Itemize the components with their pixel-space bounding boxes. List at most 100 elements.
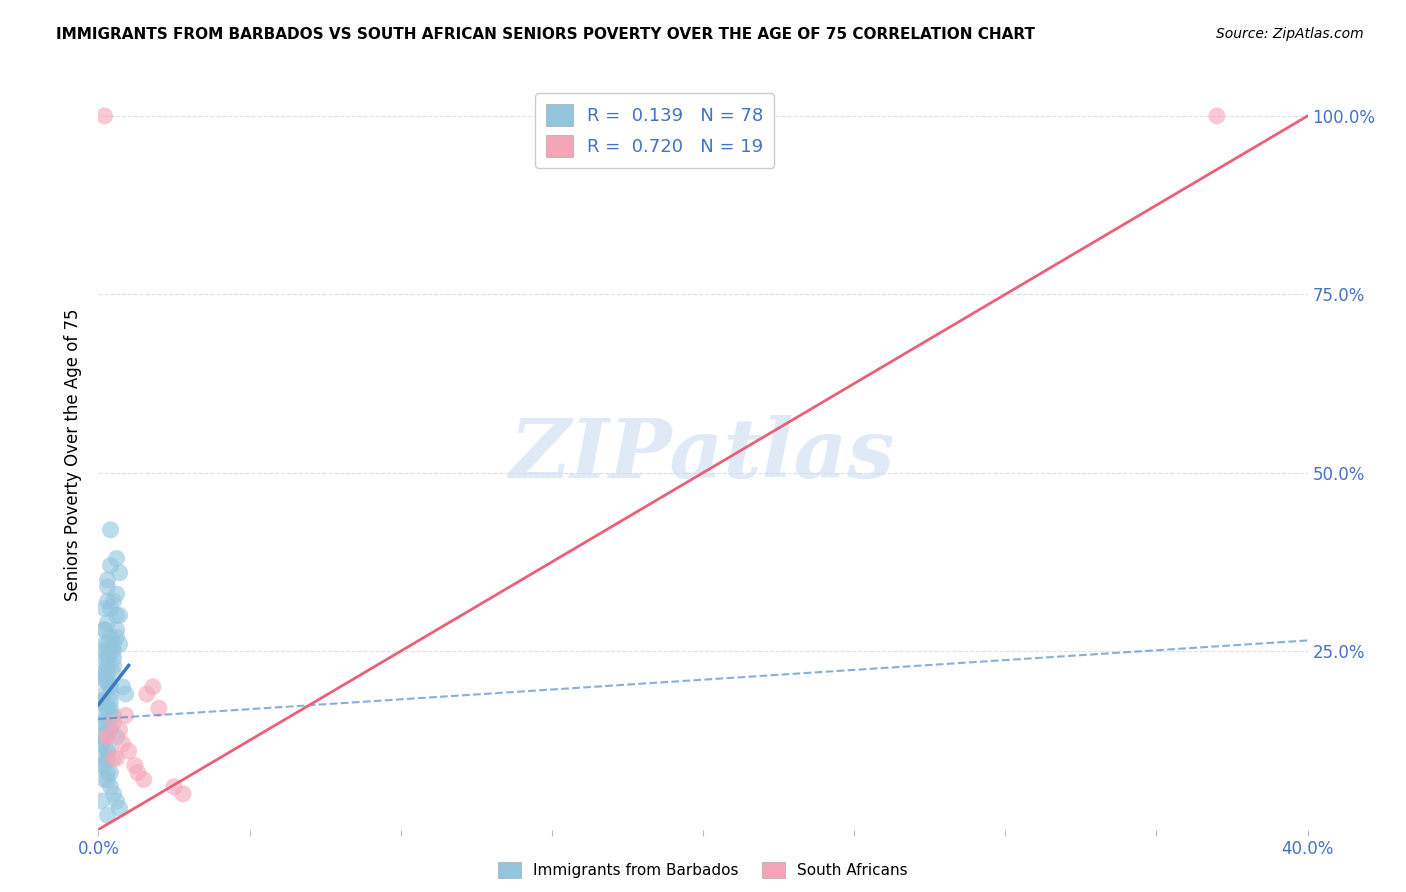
Point (96, 615, 118, 630)
Point (132, 772, 155, 787)
Point (100, 644, 122, 658)
Point (105, 551, 128, 566)
Point (103, 644, 125, 658)
Point (103, 594, 125, 608)
Point (93, 673, 115, 687)
Point (105, 630, 128, 644)
Point (96, 723, 118, 737)
Point (93, 687, 115, 701)
Point (100, 694, 122, 708)
Legend: R =  0.139   N = 78, R =  0.720   N = 19: R = 0.139 N = 78, R = 0.720 N = 19 (534, 93, 775, 168)
Point (103, 751, 125, 765)
Point (100, 523, 122, 537)
Point (105, 623, 128, 637)
Point (93, 651, 115, 665)
Point (90, 694, 112, 708)
Point (96, 744, 118, 758)
Point (103, 665, 125, 680)
Point (100, 780, 122, 794)
Point (93, 673, 115, 687)
Point (108, 801, 131, 815)
Point (103, 787, 125, 801)
Point (105, 608, 128, 623)
Point (96, 730, 118, 744)
Point (90, 730, 112, 744)
Point (108, 723, 131, 737)
Text: IMMIGRANTS FROM BARBADOS VS SOUTH AFRICAN SENIORS POVERTY OVER THE AGE OF 75 COR: IMMIGRANTS FROM BARBADOS VS SOUTH AFRICA… (56, 27, 1035, 42)
Point (108, 566, 131, 580)
Point (90, 737, 112, 751)
Point (93, 623, 115, 637)
Point (100, 708, 122, 723)
Point (100, 601, 122, 615)
Point (105, 751, 128, 765)
Point (148, 701, 170, 715)
Point (96, 665, 118, 680)
Point (96, 772, 118, 787)
Point (90, 694, 112, 708)
Point (172, 787, 194, 801)
Point (127, 765, 149, 780)
Point (114, 687, 136, 701)
Point (90, 708, 112, 723)
Text: Source: ZipAtlas.com: Source: ZipAtlas.com (1216, 27, 1364, 41)
Point (105, 587, 128, 601)
Point (93, 758, 115, 772)
Point (96, 580, 118, 594)
Point (96, 730, 118, 744)
Point (93, 772, 115, 787)
Point (93, 637, 115, 651)
Y-axis label: Seniors Poverty Over the Age of 75: Seniors Poverty Over the Age of 75 (65, 309, 83, 601)
Point (90, 665, 112, 680)
Point (1206, 109, 1229, 123)
Point (96, 765, 118, 780)
Point (103, 651, 125, 665)
Point (90, 794, 112, 808)
Point (93, 730, 115, 744)
Point (103, 715, 125, 730)
Point (114, 708, 136, 723)
Point (124, 758, 146, 772)
Point (103, 637, 125, 651)
Point (96, 637, 118, 651)
Point (96, 594, 118, 608)
Point (105, 794, 128, 808)
Point (93, 715, 115, 730)
Point (108, 608, 131, 623)
Point (163, 780, 186, 794)
Point (142, 680, 165, 694)
Point (105, 730, 128, 744)
Point (111, 680, 134, 694)
Point (96, 701, 118, 715)
Legend: Immigrants from Barbados, South Africans: Immigrants from Barbados, South Africans (492, 856, 914, 884)
Point (96, 658, 118, 673)
Point (100, 680, 122, 694)
Text: ZIPatlas: ZIPatlas (510, 415, 896, 495)
Point (96, 808, 118, 822)
Point (96, 673, 118, 687)
Point (103, 708, 125, 723)
Point (93, 665, 115, 680)
Point (100, 701, 122, 715)
Point (93, 601, 115, 615)
Point (96, 751, 118, 765)
Point (108, 637, 131, 651)
Point (93, 109, 115, 123)
Point (90, 758, 112, 772)
Point (100, 630, 122, 644)
Point (90, 715, 112, 730)
Point (96, 701, 118, 715)
Point (100, 765, 122, 780)
Point (135, 687, 157, 701)
Point (96, 651, 118, 665)
Point (118, 744, 141, 758)
Point (100, 680, 122, 694)
Point (100, 558, 122, 573)
Point (96, 573, 118, 587)
Point (103, 658, 125, 673)
Point (93, 644, 115, 658)
Point (111, 737, 134, 751)
Point (93, 751, 115, 765)
Point (100, 723, 122, 737)
Point (90, 737, 112, 751)
